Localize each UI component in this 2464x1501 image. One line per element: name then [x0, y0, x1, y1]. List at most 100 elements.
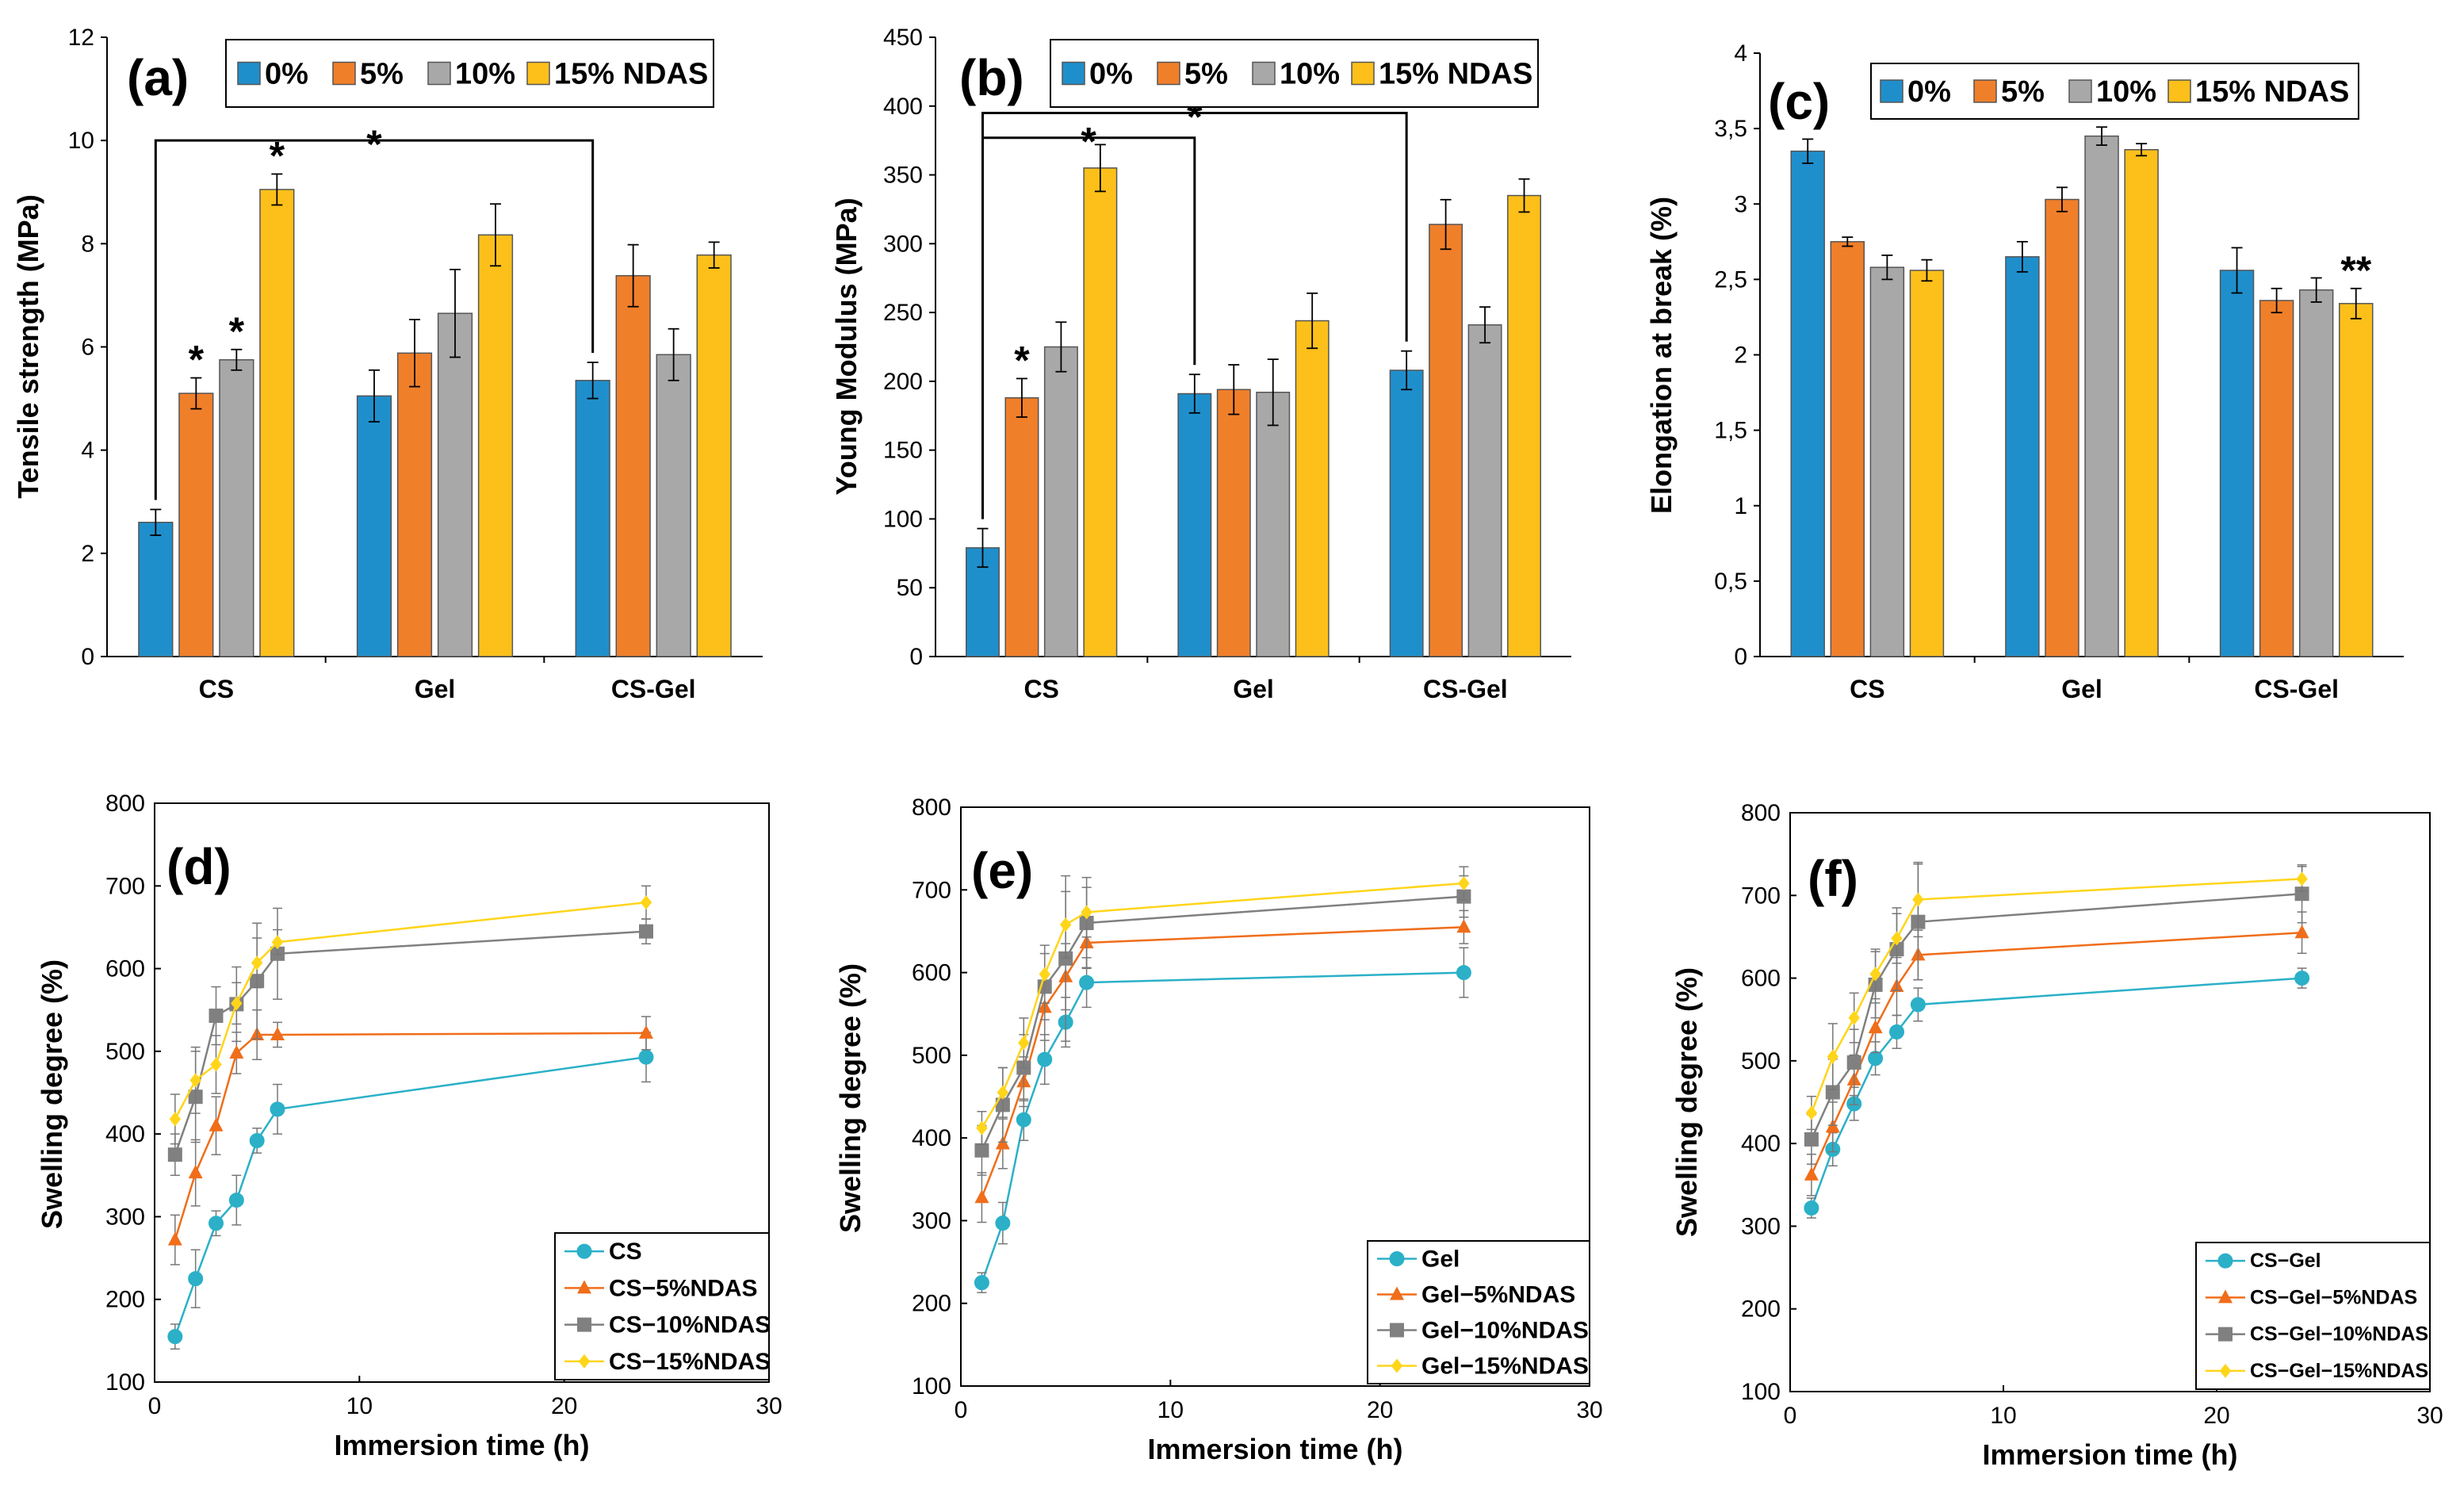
- chart-c: 0 0,5 1 1,5 2 2,5 3 3,5 4 CS Gel CS-Gel ** (c) Elongat…: [1645, 40, 2404, 703]
- data-point: [188, 1271, 204, 1287]
- series-line: [981, 971, 1464, 1284]
- legend-label: Gel−15%NDAS: [1421, 1354, 1589, 1380]
- legend-swatch: [1157, 61, 1180, 86]
- data-point: [270, 1027, 285, 1040]
- x-tick-label: 30: [2416, 1403, 2443, 1429]
- data-point: [1039, 967, 1050, 982]
- panel-label: (b): [959, 49, 1024, 106]
- legend: 0% 5% 10% 15% NDAS: [1870, 63, 2359, 120]
- data-point: [639, 1024, 653, 1039]
- y-tick-label: 350: [883, 163, 923, 189]
- data-point: [1846, 1055, 1861, 1070]
- series-line: [1810, 892, 2302, 1140]
- data-point: [210, 1057, 222, 1072]
- data-point: [1458, 875, 1470, 890]
- series: [1804, 863, 2309, 1165]
- legend-label: CS−10%NDAS: [609, 1312, 771, 1338]
- y-tick-label: 100: [1741, 1379, 1781, 1405]
- chart-b: 0 50 100 150 200 250 300 350 400 450 CS Gel CS-Gel * *…: [830, 25, 1571, 703]
- data-point: [2296, 871, 2308, 886]
- legend-swatch: [1880, 79, 1903, 103]
- bar: [1429, 224, 1463, 657]
- legend-label: Gel−10%NDAS: [1421, 1318, 1589, 1344]
- y-tick-label: 4: [81, 438, 94, 464]
- data-point: [576, 1243, 592, 1259]
- legend-swatch: [2068, 79, 2092, 103]
- data-point: [997, 1085, 1009, 1100]
- legend-box: [554, 1232, 770, 1380]
- series-line: [174, 930, 647, 1155]
- y-tick-label: 700: [1741, 883, 1781, 909]
- x-category-label: Gel: [2061, 675, 2102, 703]
- legend-swatch: [332, 61, 356, 86]
- significance-star: *: [189, 338, 205, 382]
- y-tick-label: 2: [1734, 343, 1747, 369]
- y-tick-label: 6: [81, 335, 94, 361]
- legend-swatch: [1252, 61, 1276, 86]
- data-point: [639, 924, 653, 939]
- panel-label: (c): [1768, 73, 1830, 130]
- x-tick-label: 0: [955, 1397, 968, 1423]
- x-tick-label: 0: [148, 1393, 162, 1419]
- significance-star: **: [2340, 248, 2371, 293]
- data-point: [1891, 931, 1903, 946]
- bar: [1507, 194, 1541, 657]
- bar: [219, 359, 254, 657]
- x-axis-label: Immersion time (h): [334, 1429, 589, 1461]
- y-tick-label: 2: [81, 541, 94, 567]
- legend-swatch: [237, 61, 261, 86]
- x-category-label: CS: [199, 675, 234, 703]
- x-category-label: CS-Gel: [2254, 675, 2339, 703]
- x-axis-label: Immersion time (h): [1147, 1433, 1402, 1465]
- data-point: [976, 1120, 988, 1135]
- data-point: [640, 895, 652, 910]
- data-point: [2218, 1327, 2233, 1342]
- y-tick-label: 600: [912, 960, 951, 986]
- y-tick-label: 700: [912, 877, 951, 903]
- significance-bracket: [154, 139, 595, 500]
- series: [169, 885, 652, 1145]
- x-axis-label: Immersion time (h): [1982, 1438, 2237, 1471]
- legend-label: Gel: [1421, 1246, 1460, 1273]
- plot-frame: [1789, 812, 2431, 1392]
- y-tick-label: 600: [1741, 966, 1781, 992]
- data-point: [974, 1275, 989, 1291]
- legend-label: Gel−5%NDAS: [1421, 1282, 1575, 1308]
- y-tick-label: 0: [81, 644, 94, 670]
- y-axis-label: Swelling degree (%): [834, 963, 867, 1233]
- significance-star: *: [1081, 120, 1096, 164]
- bar: [1043, 346, 1078, 657]
- x-category-label: Gel: [415, 675, 456, 703]
- data-point: [189, 1073, 201, 1088]
- series: [167, 907, 653, 1177]
- legend-box: [1870, 63, 2359, 120]
- data-point: [1456, 965, 1471, 981]
- x-tick-label: 20: [551, 1393, 577, 1419]
- y-tick-label: 200: [1741, 1296, 1781, 1323]
- data-point: [2219, 1363, 2232, 1378]
- data-point: [167, 1231, 182, 1246]
- data-point: [2294, 886, 2309, 902]
- data-point: [1016, 1112, 1031, 1128]
- data-point: [1868, 1051, 1884, 1066]
- y-tick-label: 500: [912, 1043, 951, 1069]
- y-axis-label: Elongation at break (%): [1645, 197, 1678, 514]
- y-tick-label: 10: [68, 128, 94, 154]
- y-tick-label: 400: [1741, 1131, 1781, 1157]
- data-point: [251, 955, 263, 971]
- data-point: [167, 1147, 182, 1162]
- legend-swatch: [2167, 79, 2191, 103]
- legend-label: 15% NDAS: [2195, 75, 2349, 109]
- y-tick-label: 300: [883, 231, 923, 257]
- data-point: [1848, 1010, 1860, 1025]
- y-tick-label: 1: [1734, 493, 1747, 519]
- y-tick-label: 12: [68, 25, 94, 51]
- data-point: [1389, 1251, 1405, 1266]
- data-point: [229, 1044, 244, 1059]
- series: [1804, 967, 2310, 1219]
- x-category-label: CS: [1023, 675, 1058, 703]
- y-tick-label: 400: [912, 1125, 951, 1151]
- legend-label: 5%: [1184, 58, 1228, 91]
- plot-frame: [960, 806, 1590, 1387]
- data-point: [167, 1329, 183, 1345]
